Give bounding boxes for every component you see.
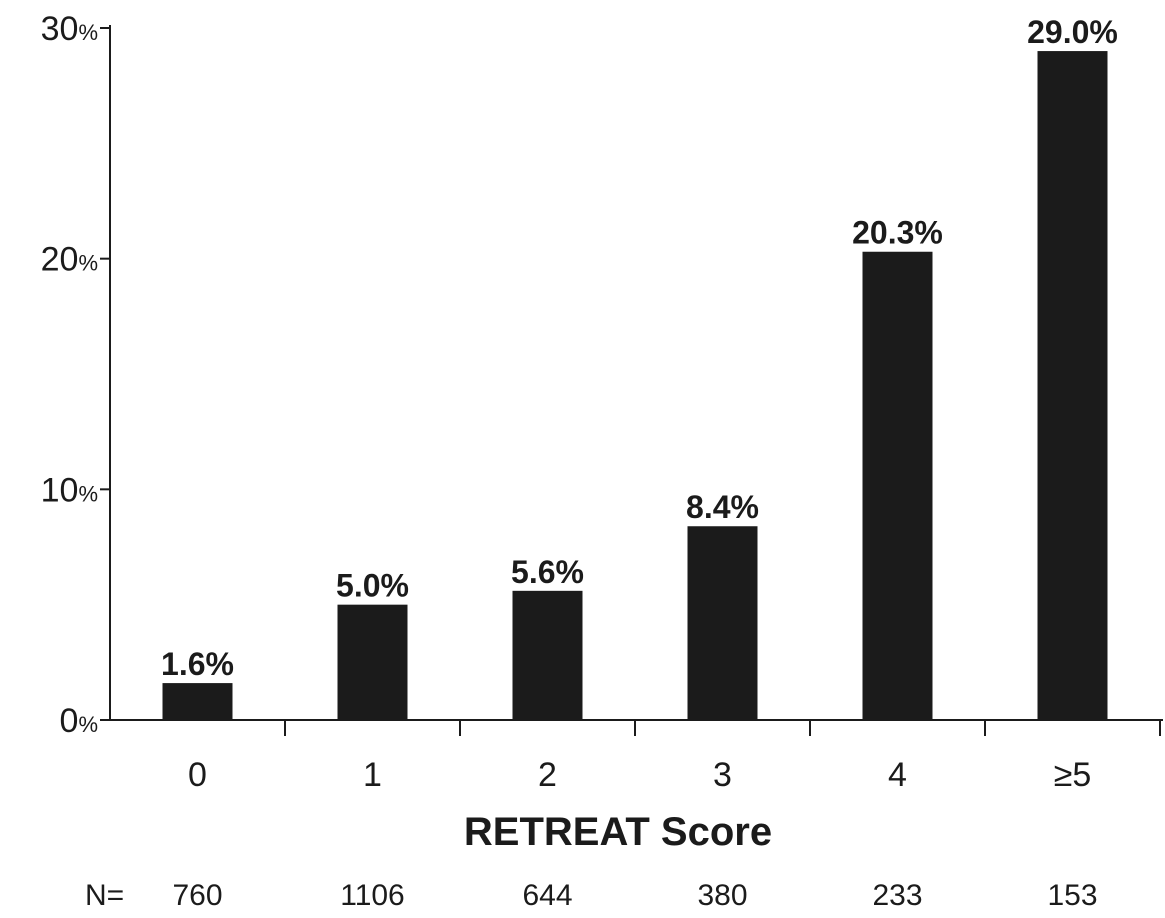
bar-3 <box>687 526 758 720</box>
n-value-1: 1106 <box>340 879 405 912</box>
y-tick-unit: % <box>78 481 98 506</box>
category-label-5: ≥5 <box>1054 756 1092 794</box>
category-label-0: 0 <box>188 756 207 794</box>
axes <box>109 25 1163 721</box>
bar-1 <box>337 604 408 720</box>
y-tick-label: 0% <box>60 702 98 740</box>
category-label-4: 4 <box>888 756 907 794</box>
y-tick-unit: % <box>78 712 98 737</box>
n-value-4: 233 <box>872 879 922 912</box>
y-tick-number: 0 <box>60 702 79 740</box>
data-label-2: 5.6% <box>511 554 584 590</box>
category-labels: 0 1 2 3 4 ≥5 <box>188 756 1091 794</box>
y-tick-unit: % <box>78 20 98 45</box>
y-tick-number: 20 <box>41 241 79 279</box>
y-tick-label: 20% <box>41 241 98 279</box>
n-value-5: 153 <box>1047 879 1097 912</box>
x-axis-ticks <box>284 720 1161 736</box>
y-tick-label: 30% <box>41 10 98 48</box>
y-tick-number: 10 <box>41 471 79 509</box>
n-value-2: 644 <box>522 879 572 912</box>
data-label-1: 5.0% <box>336 568 409 604</box>
data-labels: 1.6% 5.0% 5.6% 8.4% 20.3% 29.0% <box>161 14 1118 682</box>
bars <box>162 51 1108 721</box>
bar-5 <box>1037 51 1108 721</box>
data-label-5: 29.0% <box>1027 14 1118 50</box>
category-label-3: 3 <box>713 756 732 794</box>
y-tick-label: 10% <box>41 471 98 509</box>
bar-2 <box>512 590 583 720</box>
data-label-4: 20.3% <box>852 215 943 251</box>
n-prefix: N= <box>85 879 124 912</box>
bar-0 <box>162 683 233 720</box>
y-tick-number: 30 <box>41 10 79 48</box>
n-value-0: 760 <box>172 879 222 912</box>
y-axis-ticks: 0%10%20%30% <box>41 10 110 740</box>
n-value-3: 380 <box>697 879 747 912</box>
data-label-3: 8.4% <box>686 489 759 525</box>
n-row: N= 760 1106 644 380 233 153 <box>85 879 1098 912</box>
x-axis-title: RETREAT Score <box>464 810 772 854</box>
category-label-2: 2 <box>538 756 557 794</box>
category-label-1: 1 <box>363 756 382 794</box>
y-tick-unit: % <box>78 251 98 276</box>
bar-4 <box>862 251 933 720</box>
data-label-0: 1.6% <box>161 646 234 682</box>
